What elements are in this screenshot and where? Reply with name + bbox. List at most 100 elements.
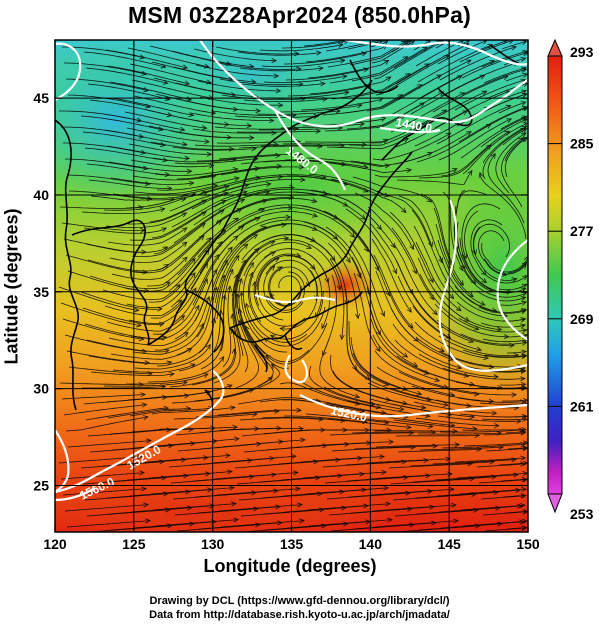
streamline <box>441 443 526 449</box>
streamline-arrowhead <box>270 251 276 257</box>
streamline <box>345 384 426 409</box>
streamline-arrowhead <box>473 325 480 331</box>
streamline-arrowhead <box>479 74 486 80</box>
streamline <box>454 285 527 313</box>
streamline <box>437 40 488 65</box>
streamline-arrowhead <box>143 502 149 508</box>
streamline <box>505 334 528 338</box>
x-tick-label: 130 <box>201 536 225 552</box>
streamline <box>323 386 404 410</box>
streamline <box>190 112 274 121</box>
streamline <box>134 344 211 370</box>
streamline <box>86 339 170 353</box>
streamline <box>437 415 521 422</box>
cool-air-region-east <box>415 150 528 390</box>
streamline <box>351 46 428 82</box>
streamline <box>391 227 435 300</box>
streamline <box>454 79 526 111</box>
streamline <box>197 208 265 258</box>
streamline-arrowhead <box>267 376 274 382</box>
streamline <box>367 206 417 274</box>
streamline <box>372 132 451 161</box>
streamline <box>302 471 387 479</box>
streamline-arrowhead <box>219 355 225 362</box>
y-tick-label: 30 <box>33 381 49 397</box>
streamline <box>434 303 509 338</box>
streamline-arrowhead <box>202 373 209 378</box>
streamline <box>436 319 515 346</box>
data-credit: Data from http://database.rish.kyoto-u.a… <box>149 609 450 621</box>
streamline <box>260 144 345 147</box>
streamline <box>332 194 396 248</box>
streamline <box>171 191 248 228</box>
streamline-arrowhead <box>383 192 390 198</box>
streamline-arrowhead <box>200 222 206 228</box>
streamline-arrowhead <box>472 249 477 256</box>
streamline <box>90 371 175 376</box>
streamline <box>128 287 197 324</box>
streamline <box>354 192 414 250</box>
streamline <box>269 275 302 306</box>
streamline <box>243 241 312 277</box>
streamline <box>435 40 451 49</box>
color-legend: 293 285 277 269 261 253 <box>547 38 594 522</box>
streamline-arrowhead <box>493 374 500 380</box>
streamline <box>284 415 367 423</box>
streamline <box>305 44 388 63</box>
streamline <box>263 75 347 83</box>
streamline-arrowhead <box>521 354 528 360</box>
streamline <box>414 321 489 359</box>
streamline <box>89 275 171 289</box>
streamline-arrowhead <box>521 261 528 267</box>
streamline <box>390 478 475 485</box>
streamline <box>370 318 429 375</box>
streamline-arrowhead <box>520 493 527 499</box>
streamline <box>481 50 528 68</box>
streamline <box>103 198 186 211</box>
streamline-arrowhead <box>467 169 473 176</box>
streamline <box>368 473 453 480</box>
streamline <box>441 62 519 97</box>
streamline <box>484 354 527 358</box>
streamline-arrowhead <box>277 102 284 108</box>
streamline <box>347 40 383 50</box>
streamline-arrowhead <box>166 360 173 366</box>
streamline-arrowhead <box>359 121 366 127</box>
streamline <box>418 432 502 435</box>
streamline <box>236 294 268 371</box>
streamline <box>482 338 528 343</box>
streamline-arrowhead <box>141 70 148 76</box>
streamline <box>416 123 492 163</box>
streamline <box>62 488 147 496</box>
streamline <box>306 503 391 511</box>
streamline <box>418 353 499 378</box>
streamline-arrowhead <box>237 277 243 284</box>
streamline-arrowhead <box>295 486 301 492</box>
streamline-arrowhead <box>458 280 464 286</box>
streamline-arrowhead <box>233 273 239 280</box>
streamline <box>307 59 389 79</box>
streamline-arrowhead <box>306 244 313 249</box>
streamline-arrowhead <box>208 163 215 169</box>
streamline <box>414 107 489 147</box>
streamline-arrowhead <box>269 118 275 124</box>
streamline-arrowhead <box>401 459 407 465</box>
streamline <box>213 314 241 384</box>
streamline-arrowhead <box>275 88 282 94</box>
colorbar-tick-label: 293 <box>570 44 594 60</box>
streamline-arrowhead <box>416 390 423 396</box>
streamline <box>214 126 299 130</box>
streamline <box>394 131 472 165</box>
streamline <box>462 122 528 175</box>
streamline <box>279 207 355 238</box>
streamline <box>479 172 527 240</box>
streamline-arrowhead <box>428 277 434 284</box>
streamline-arrowhead <box>387 517 393 523</box>
streamline <box>351 431 436 434</box>
streamline-arrowhead <box>252 234 259 240</box>
streamline <box>108 161 192 172</box>
streamline-arrowhead <box>297 502 303 508</box>
streamline-arrowhead <box>188 180 195 186</box>
streamline <box>132 175 216 181</box>
colorbar-upper-arrow <box>547 38 563 57</box>
